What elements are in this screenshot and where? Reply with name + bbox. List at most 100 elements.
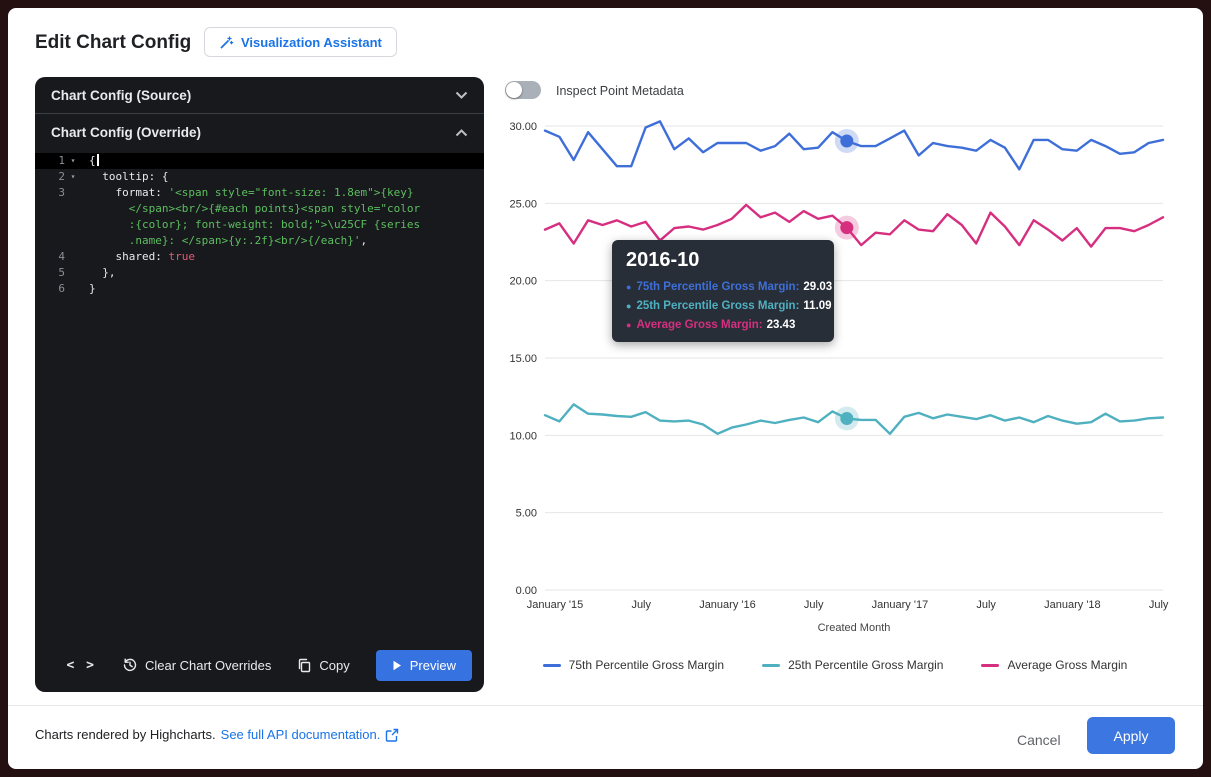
hover-marker-dot <box>840 134 854 148</box>
code-row[interactable]: 2 ▾ tooltip: { <box>35 169 484 185</box>
code-text: </span><br/>{#each points}<span style="c… <box>89 202 421 215</box>
fold-toggle-icon[interactable]: ▾ <box>70 172 76 181</box>
api-documentation-link[interactable]: See full API documentation. <box>220 727 381 742</box>
x-tick-label: January '16 <box>699 599 756 611</box>
text-cursor <box>96 154 99 166</box>
clear-chart-overrides-label: Clear Chart Overrides <box>144 657 272 673</box>
fold-spacer <box>65 281 81 297</box>
legend-item[interactable]: 75th Percentile Gross Margin <box>542 658 725 672</box>
fold-spacer <box>65 185 81 201</box>
code-text: tooltip: { <box>89 170 169 183</box>
page-title: Edit Chart Config <box>35 32 192 53</box>
legend-label: 75th Percentile Gross Margin <box>568 658 725 672</box>
line-number <box>35 201 65 217</box>
x-tick-label: January '17 <box>872 599 929 611</box>
chart-canvas[interactable]: 0.00 5.00 10.00 15.00 20.00 25.00 30.00 January… <box>497 110 1173 640</box>
copy-label: Copy <box>319 657 350 673</box>
clear-chart-overrides-button[interactable]: Clear Chart Overrides <box>122 657 271 673</box>
x-tick-label: January '15 <box>527 599 584 611</box>
line-number: 4 <box>58 250 65 263</box>
inspect-point-metadata-toggle[interactable] <box>505 81 541 99</box>
hover-marker-dot <box>840 221 854 235</box>
copy-icon <box>299 658 311 672</box>
fold-spacer <box>65 233 81 249</box>
y-tick-label: 30.00 <box>509 121 537 133</box>
legend-dash-icon <box>762 663 781 667</box>
code-icon: < > <box>66 657 96 673</box>
visualization-assistant-label: Visualization Assistant <box>241 34 382 50</box>
x-axis-labels: January '15 July January '16 July January '1… <box>527 599 1169 611</box>
line-number <box>35 233 65 249</box>
code-row[interactable]: .name}: </span>{y:.2f}<br/>{/each}', <box>35 233 484 249</box>
y-tick-label: 20.00 <box>509 276 537 288</box>
preview-button[interactable]: Preview <box>375 649 472 681</box>
fold-spacer <box>65 217 81 233</box>
y-tick-label: 25.00 <box>509 198 537 210</box>
visualization-assistant-button[interactable]: Visualization Assistant <box>204 27 397 57</box>
code-row[interactable]: 4 shared: true <box>35 249 484 265</box>
y-tick-label: 0.00 <box>516 585 537 597</box>
code-row[interactable]: 5 }, <box>35 265 484 281</box>
line-number <box>35 217 65 233</box>
fold-toggle-icon[interactable]: ▾ <box>70 156 76 165</box>
line-number: 2 <box>58 170 65 183</box>
legend-dash-icon <box>981 663 1000 667</box>
code-row[interactable]: 6} <box>35 281 484 297</box>
series-line-1 <box>543 403 1165 435</box>
code-text: :{color}; font-weight: bold;">\u25CF {se… <box>89 218 421 231</box>
code-row[interactable]: :{color}; font-weight: bold;">\u25CF {se… <box>35 217 484 233</box>
y-tick-label: 15.00 <box>509 353 537 365</box>
code-text: }, <box>89 266 116 279</box>
code-text: shared: true <box>89 250 195 263</box>
toggle-knob <box>506 82 522 98</box>
editor-toolbar: < > Clear Chart Overrides Copy <box>35 648 472 682</box>
code-editor[interactable]: 1 ▾ {2 ▾ tooltip: { 3 format: '<span style="… <box>35 153 484 632</box>
copy-button[interactable]: Copy <box>297 657 350 673</box>
code-row[interactable]: 1 ▾ { <box>35 153 484 169</box>
history-icon <box>123 658 137 672</box>
chevron-up-icon <box>455 128 468 136</box>
legend-dash-icon <box>542 663 561 667</box>
line-number: 5 <box>58 266 65 279</box>
code-lines: 1 ▾ {2 ▾ tooltip: { 3 format: '<span style="… <box>35 153 484 297</box>
code-text: { <box>81 153 99 169</box>
legend-item[interactable]: 25th Percentile Gross Margin <box>762 658 943 672</box>
code-text: .name}: </span>{y:.2f}<br/>{/each}', <box>89 234 368 247</box>
series-line-2 <box>543 203 1165 248</box>
chart-config-editor-panel: Chart Config (Source) Chart Config (Over… <box>35 77 484 692</box>
cancel-button[interactable]: Cancel <box>1005 723 1073 757</box>
override-header-label: Chart Config (Override) <box>51 125 202 140</box>
view-code-button[interactable]: < > <box>66 658 95 673</box>
y-axis-labels: 0.00 5.00 10.00 15.00 20.00 25.00 30.00 <box>509 121 537 597</box>
legend-label: 25th Percentile Gross Margin <box>788 658 944 672</box>
x-axis-title: Created Month <box>818 622 891 634</box>
series-line-0 <box>543 120 1165 171</box>
line-number: 3 <box>58 186 65 199</box>
x-tick-label: July <box>631 599 651 611</box>
legend-item[interactable]: Average Gross Margin <box>981 658 1127 672</box>
y-tick-label: 5.00 <box>516 508 537 520</box>
code-row[interactable]: 3 format: '<span style="font-size: 1.8em… <box>35 185 484 201</box>
chart-legend: 75th Percentile Gross Margin 25th Percent… <box>497 658 1173 672</box>
code-text: format: '<span style="font-size: 1.8em">… <box>89 186 414 199</box>
apply-button[interactable]: Apply <box>1087 717 1175 754</box>
hover-markers <box>834 129 859 431</box>
x-tick-label: July <box>804 599 824 611</box>
x-tick-label: January '18 <box>1044 599 1101 611</box>
code-row[interactable]: </span><br/>{#each points}<span style="c… <box>35 201 484 217</box>
edit-chart-config-dialog: Edit Chart Config Visualization Assistan… <box>8 8 1203 769</box>
section-header-chart-config-override[interactable]: Chart Config (Override) <box>35 114 484 151</box>
section-header-chart-config-source[interactable]: Chart Config (Source) <box>35 77 484 114</box>
highcharts-note: Charts rendered by Highcharts. See full … <box>35 727 399 742</box>
hover-marker-dot <box>840 411 854 425</box>
chevron-down-icon <box>455 91 468 99</box>
inspect-point-metadata-label: Inspect Point Metadata <box>556 84 684 98</box>
magic-wand-icon <box>219 35 234 50</box>
legend-label: Average Gross Margin <box>1007 658 1128 672</box>
x-tick-label: July <box>976 599 996 611</box>
y-tick-label: 10.00 <box>509 430 537 442</box>
fold-spacer <box>65 249 81 265</box>
fold-spacer <box>65 201 81 217</box>
line-number: 1 <box>58 154 65 167</box>
